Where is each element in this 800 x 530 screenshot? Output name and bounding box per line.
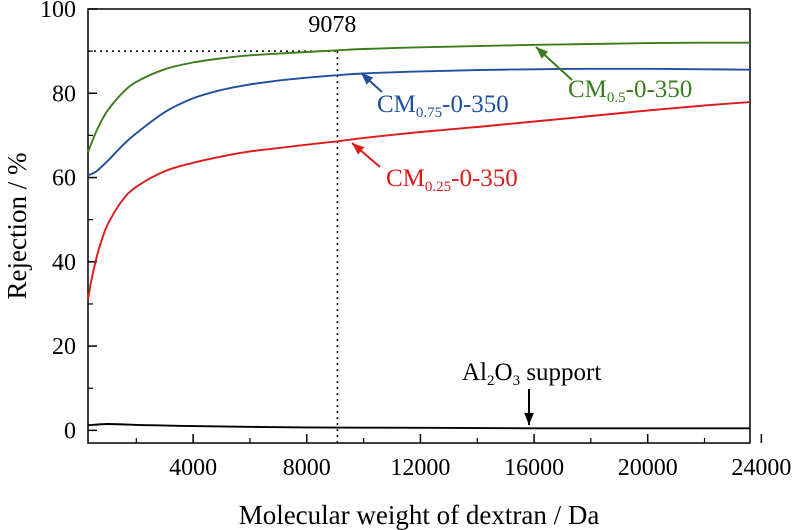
series-label-al2o3: Al2O3 support [462,359,601,389]
x-tick-label: 4000 [169,455,217,481]
x-tick-label: 16000 [504,455,564,481]
arrow-cm025-head [352,143,365,155]
marker-x-label: 9078 [308,12,356,38]
y-tick-label: 40 [52,250,76,276]
y-tick-label: 100 [40,0,76,23]
arrow-cm05 [535,46,573,81]
series-line-al2o3 [87,423,750,430]
series-line-cm05 [87,41,751,153]
x-tick-label: 8000 [283,455,331,481]
plot-frame [87,8,751,444]
arrow-cm05-head [536,47,549,59]
arrow-cm025 [351,142,381,168]
x-tick-label: 12000 [390,455,450,481]
x-axis-label: Molecular weight of dextran / Da [239,500,600,530]
arrow-al2o3 [524,389,534,425]
series-line-cm025 [87,101,751,300]
y-axis-label: Rejection / % [2,153,32,300]
arrow-al2o3-head [524,412,534,425]
y-tick-label: 20 [52,334,76,360]
arrow-cm075 [360,72,383,93]
x-tick-label: 24000 [731,455,791,481]
series-label-cm05: CM0.5-0-350 [568,76,692,106]
y-tick-label: 60 [52,166,76,192]
series-line-cm075 [87,67,751,177]
series-label-cm075: CM0.75-0-350 [377,91,509,121]
y-tick-label: 0 [64,418,76,444]
arrow-cm075-head [361,73,374,85]
y-tick-label: 80 [52,81,76,107]
series-label-cm025: CM0.25-0-350 [386,165,518,195]
x-tick-label: 20000 [618,455,678,481]
